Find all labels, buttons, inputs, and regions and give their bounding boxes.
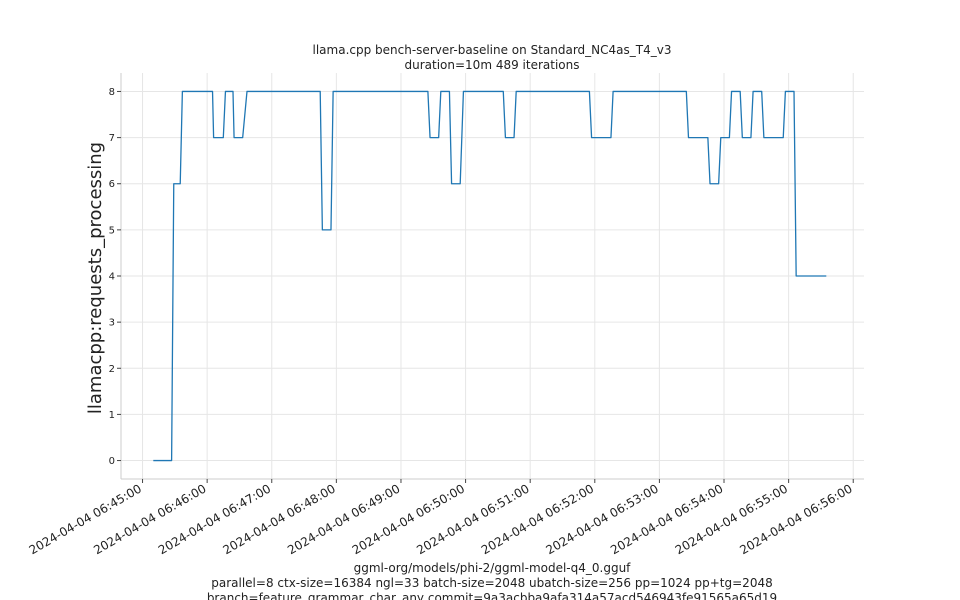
x-tick-label: 2024-04-04 06:46:00 bbox=[91, 481, 208, 557]
x-tick-label: 2024-04-04 06:53:00 bbox=[544, 481, 661, 557]
x-axis-label-line-1: ggml-org/models/phi-2/ggml-model-q4_0.gg… bbox=[354, 561, 632, 575]
series bbox=[153, 90, 827, 462]
x-tick-label: 2024-04-04 06:49:00 bbox=[285, 481, 402, 557]
x-tick-label: 2024-04-04 06:54:00 bbox=[608, 481, 725, 557]
x-tick-label: 2024-04-04 06:48:00 bbox=[220, 481, 337, 557]
series-line bbox=[153, 90, 827, 462]
y-tick-label: 1 bbox=[109, 410, 115, 421]
x-axis-label-line-2: parallel=8 ctx-size=16384 ngl=33 batch-s… bbox=[211, 576, 772, 590]
x-tick-label: 2024-04-04 06:47:00 bbox=[156, 481, 273, 557]
x-tick-label: 2024-04-04 06:52:00 bbox=[479, 481, 596, 557]
x-tick-label: 2024-04-04 06:56:00 bbox=[737, 481, 854, 557]
x-axis-label-line-3: branch=feature_grammar_char_any commit=9… bbox=[207, 591, 777, 600]
y-tick-label: 2 bbox=[109, 364, 115, 375]
chart-title: llama.cpp bench-server-baseline on Stand… bbox=[313, 43, 672, 57]
y-tick-label: 7 bbox=[109, 133, 115, 144]
y-tick-label: 8 bbox=[109, 87, 115, 98]
y-axis-label: llamacpp:requests_processing bbox=[85, 142, 106, 414]
y-tick-label: 4 bbox=[109, 272, 115, 283]
chart-subtitle: duration=10m 489 iterations bbox=[405, 58, 580, 72]
y-tick-label: 0 bbox=[109, 456, 115, 467]
x-tick-label: 2024-04-04 06:50:00 bbox=[350, 481, 467, 557]
y-tick-label: 5 bbox=[109, 225, 115, 236]
y-tick-label: 6 bbox=[109, 179, 115, 190]
y-axis-ticks: 0 1 2 3 4 5 6 7 8 bbox=[109, 87, 121, 467]
y-tick-label: 3 bbox=[109, 318, 115, 329]
x-tick-label: 2024-04-04 06:51:00 bbox=[414, 481, 531, 557]
grid bbox=[121, 73, 864, 479]
x-tick-label: 2024-04-04 06:55:00 bbox=[673, 481, 790, 557]
x-tick-label: 2024-04-04 06:45:00 bbox=[27, 481, 144, 557]
